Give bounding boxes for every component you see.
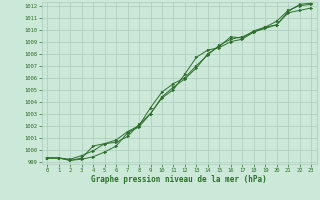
X-axis label: Graphe pression niveau de la mer (hPa): Graphe pression niveau de la mer (hPa): [91, 175, 267, 184]
